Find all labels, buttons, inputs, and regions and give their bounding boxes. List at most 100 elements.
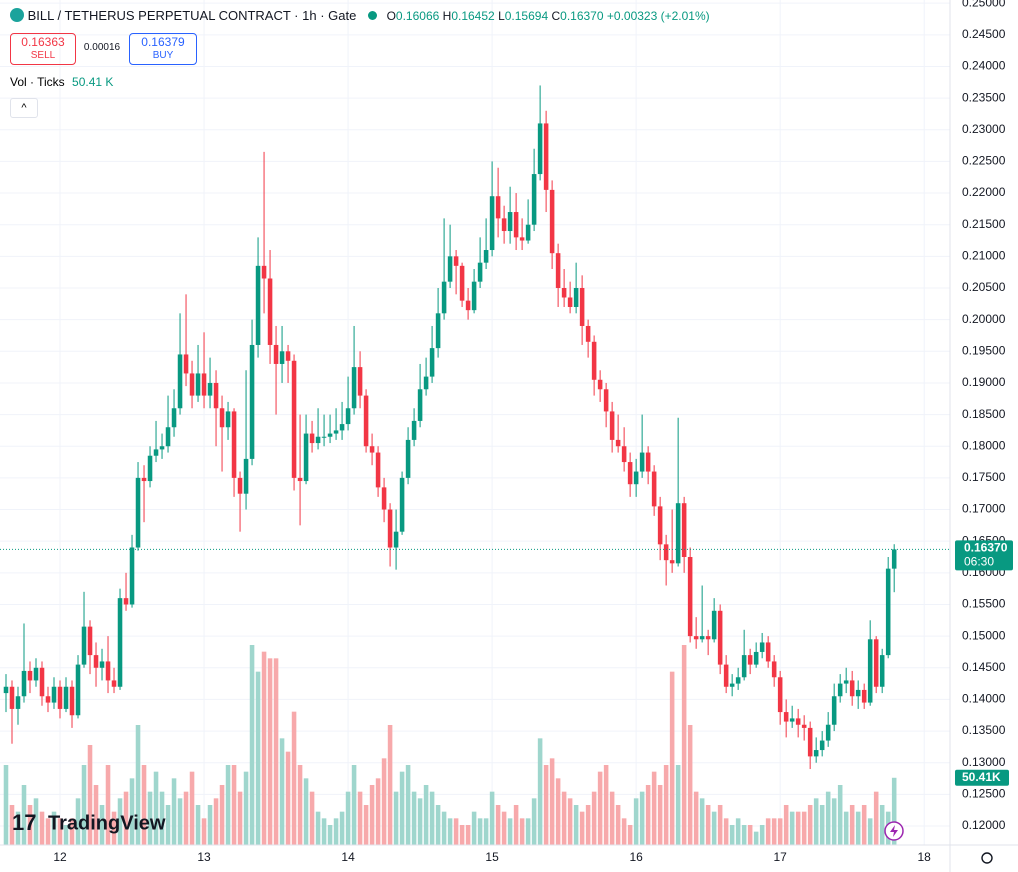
candle-body: [747, 655, 753, 665]
volume-axis-box: [955, 769, 1009, 786]
volume-bar: [3, 765, 9, 845]
volume-bar: [747, 825, 753, 845]
volume-bar: [339, 811, 345, 845]
volume-bar: [753, 831, 759, 845]
candle-body: [51, 686, 57, 703]
volume-bar: [447, 818, 453, 845]
candle-body: [405, 439, 411, 478]
candle-body: [651, 471, 657, 507]
volume-bar: [321, 818, 327, 845]
candle-body: [609, 411, 615, 440]
volume-bar: [705, 805, 711, 845]
legend: BILL / TETHERUS PERPETUAL CONTRACT · 1h …: [10, 8, 710, 23]
candle-body: [303, 433, 309, 482]
candle-body: [345, 408, 351, 425]
volume-bar: [675, 765, 681, 845]
volume-bar: [15, 811, 21, 845]
buy-label: BUY: [152, 50, 174, 61]
candle-body: [615, 439, 621, 447]
volume-bar: [699, 798, 705, 845]
volume-bar: [303, 778, 309, 845]
candle-body: [849, 680, 855, 697]
volume-bar: [609, 791, 615, 845]
y-tick-label: 0.17500: [962, 470, 1006, 484]
candle-body: [381, 487, 387, 510]
sell-button[interactable]: 0.16363 SELL: [10, 33, 76, 65]
symbol-title: BILL / TETHERUS PERPETUAL CONTRACT · 1h …: [27, 8, 357, 23]
candle-body: [291, 360, 297, 478]
volume-bar: [285, 751, 291, 845]
collapse-button[interactable]: ^: [10, 98, 38, 118]
candle-body: [99, 661, 105, 668]
volume-bar: [663, 765, 669, 845]
candle-body: [783, 712, 789, 722]
y-tick-label: 0.13000: [962, 755, 1006, 769]
y-tick-label: 0.12500: [962, 787, 1006, 801]
volume-bar: [711, 811, 717, 845]
last-price-label: 0.16370: [964, 541, 1008, 555]
volume-bar: [561, 791, 567, 845]
volume-bar: [9, 805, 15, 845]
volume-bar: [483, 818, 489, 845]
volume-bar: [237, 791, 243, 845]
candle-body: [759, 642, 765, 652]
volume-bar: [735, 818, 741, 845]
volume-bar: [75, 798, 81, 845]
volume-bar: [651, 771, 657, 845]
volume-bar: [135, 725, 141, 845]
candle-body: [213, 382, 219, 409]
candle-body: [885, 568, 891, 656]
volume-bar: [717, 805, 723, 845]
candle-body: [423, 376, 429, 390]
y-tick-label: 0.15500: [962, 597, 1006, 611]
candle-body: [693, 636, 699, 640]
candle-body: [129, 547, 135, 605]
candle-body: [453, 256, 459, 266]
volume-pane: [3, 645, 897, 845]
volume-bar: [309, 791, 315, 845]
candle-body: [765, 642, 771, 662]
volume-bar: [387, 725, 393, 845]
candle-body: [9, 686, 15, 709]
y-tick-label: 0.14500: [962, 660, 1006, 674]
candle-body: [717, 610, 723, 665]
y-tick-label: 0.22500: [962, 154, 1006, 168]
lightning-glyph: [890, 825, 898, 837]
volume-bar: [333, 818, 339, 845]
candle-body: [285, 351, 291, 361]
volume-bar: [465, 825, 471, 845]
candle-body: [111, 680, 117, 687]
candle-body: [573, 287, 579, 307]
volume-bar: [273, 658, 279, 845]
volume-bar: [291, 711, 297, 845]
candle-body: [27, 670, 33, 681]
candle-body: [531, 174, 537, 225]
volume-bar: [201, 818, 207, 845]
candle-body: [393, 531, 399, 548]
candle-body: [87, 626, 93, 656]
volume-bar: [777, 818, 783, 845]
candle-body: [447, 256, 453, 282]
candle-body: [153, 449, 159, 456]
volume-bar: [807, 805, 813, 845]
volume-bar: [861, 805, 867, 845]
x-tick-label: 18: [918, 850, 932, 864]
candle-body: [507, 212, 513, 232]
settings-icon[interactable]: [981, 852, 993, 864]
y-tick-label: 0.19500: [962, 343, 1006, 357]
candle-body: [327, 433, 333, 437]
candle-body: [369, 446, 375, 453]
volume-bar: [159, 791, 165, 845]
volume-bar: [741, 825, 747, 845]
candle-body: [711, 610, 717, 640]
buy-button[interactable]: 0.16379 BUY: [129, 33, 197, 65]
volume-bar: [411, 791, 417, 845]
x-tick-label: 14: [341, 850, 355, 864]
y-tick-label: 0.15000: [962, 628, 1006, 642]
candle-body: [255, 265, 261, 345]
candle-body: [873, 639, 879, 687]
candle-body: [855, 689, 861, 697]
candle-body: [261, 265, 267, 279]
